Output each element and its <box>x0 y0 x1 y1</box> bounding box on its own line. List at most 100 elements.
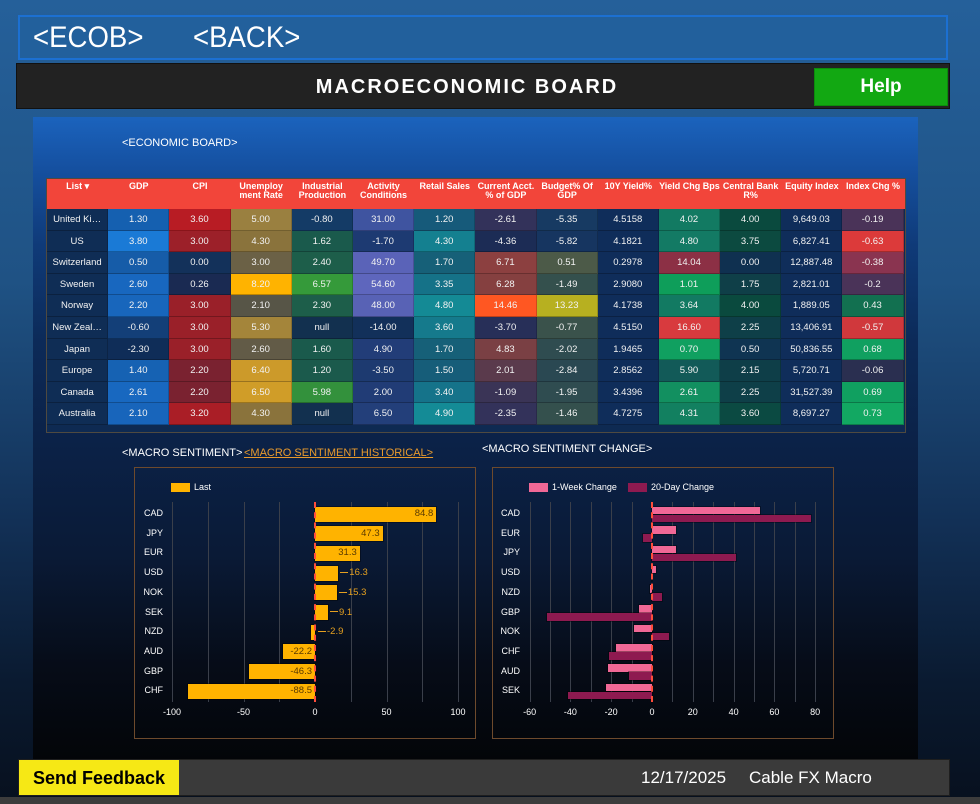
value-cell: 14.04 <box>658 252 721 274</box>
column-header: Activity Conditions <box>360 181 408 200</box>
value-cell: 4.00 <box>720 209 782 231</box>
help-button[interactable]: Help <box>814 68 948 106</box>
value-cell: 2.30 <box>291 295 353 317</box>
value-cell: 4.90 <box>352 338 415 361</box>
value-cell: -0.80 <box>291 209 353 231</box>
value-cell: 1.40 <box>108 360 170 382</box>
value-cell: 0.43 <box>842 295 904 317</box>
value-cell: 12,887.48 <box>781 252 843 274</box>
value-cell: 1.20 <box>291 360 353 382</box>
value-cell: 2.01 <box>475 360 537 382</box>
value-cell: 6.50 <box>352 403 415 425</box>
country-cell[interactable]: Australia <box>47 403 109 425</box>
value-cell: 2.9080 <box>597 273 659 296</box>
value-cell: 0.50 <box>720 338 782 361</box>
value-cell: 2.61 <box>658 381 721 404</box>
value-cell: -0.2 <box>842 273 904 296</box>
send-feedback-button[interactable]: Send Feedback <box>19 760 179 795</box>
value-cell: 6.28 <box>475 273 537 296</box>
value-cell: -0.77 <box>536 316 598 339</box>
value-cell: -1.09 <box>475 381 537 404</box>
value-cell: 0.26 <box>169 273 231 296</box>
value-cell: 9,649.03 <box>781 209 843 231</box>
value-cell: 2.25 <box>720 381 782 404</box>
value-cell: 4.00 <box>720 295 782 317</box>
value-cell: 1.60 <box>291 338 353 361</box>
value-cell: -0.57 <box>842 316 904 339</box>
value-cell: 2.10 <box>230 295 292 317</box>
value-cell: 1.9465 <box>597 338 659 361</box>
value-cell: 3.60 <box>169 209 231 231</box>
country-cell[interactable]: United Ki… <box>47 209 109 231</box>
value-cell: 1,889.05 <box>781 295 843 317</box>
value-cell: 0.2978 <box>597 252 659 274</box>
value-cell: -0.63 <box>842 230 904 253</box>
column-header: Index Chg % <box>846 181 901 191</box>
value-cell: null <box>291 403 353 425</box>
country-cell[interactable]: New Zeal… <box>47 316 109 339</box>
bottom-strip <box>0 797 980 804</box>
column-header: Central Bank R% <box>722 181 779 200</box>
value-cell: 6.40 <box>230 360 292 382</box>
value-cell: 0.73 <box>842 403 904 425</box>
value-cell: 2.8562 <box>597 360 659 382</box>
value-cell: 13,406.91 <box>781 316 843 339</box>
value-cell: -0.06 <box>842 360 904 382</box>
column-header: Yield Chg Bps <box>659 181 720 191</box>
value-cell: 4.30 <box>414 230 476 253</box>
macro-sentiment-change-chart <box>492 467 834 739</box>
value-cell: -2.35 <box>475 403 537 425</box>
value-cell: -5.35 <box>536 209 598 231</box>
value-cell: -1.49 <box>536 273 598 296</box>
value-cell: 13.23 <box>536 295 598 317</box>
value-cell: 2.61 <box>108 381 170 404</box>
value-cell: 31,527.39 <box>781 381 843 404</box>
value-cell: 4.80 <box>414 295 476 317</box>
value-cell: 3.40 <box>414 381 476 404</box>
table-row: Norway 2.20 3.00 2.10 2.30 48.00 4.80 14.46 13.2… <box>47 295 905 317</box>
footer-date: 12/17/2025 <box>641 768 727 787</box>
value-cell: null <box>291 316 353 339</box>
value-cell: -4.36 <box>475 230 537 253</box>
country-cell[interactable]: Canada <box>47 381 109 404</box>
value-cell: 0.70 <box>658 338 721 361</box>
value-cell: 4.83 <box>475 338 537 361</box>
value-cell: 5.98 <box>291 381 353 404</box>
column-header-list-sort[interactable]: List ▾ <box>66 181 90 191</box>
value-cell: 3.20 <box>169 403 231 425</box>
value-cell: 1.75 <box>720 273 782 296</box>
value-cell: 1.70 <box>414 338 476 361</box>
value-cell: 3.35 <box>414 273 476 296</box>
column-header: Current Acct. % of GDP <box>477 181 535 200</box>
country-cell[interactable]: Norway <box>47 295 109 317</box>
macro-sentiment-historical-link[interactable]: <MACRO SENTIMENT HISTORICAL> <box>244 447 434 459</box>
value-cell: 0.68 <box>842 338 904 361</box>
value-cell: 5.90 <box>658 360 721 382</box>
table-row: New Zeal… -0.60 3.00 5.30 null -14.00 3.60 -3.7… <box>47 316 905 339</box>
country-cell[interactable]: Sweden <box>47 273 109 296</box>
value-cell: 2.20 <box>169 381 231 404</box>
country-cell[interactable]: Europe <box>47 360 109 382</box>
table-row: Canada 2.61 2.20 6.50 5.98 2.00 3.40 -1.09 -1.95… <box>47 381 905 404</box>
country-cell[interactable]: US <box>47 230 109 253</box>
country-cell[interactable]: Switzerland <box>47 252 109 274</box>
table-row: Switzerland 0.50 0.00 3.00 2.40 49.70 1.70 6.71… <box>47 252 905 274</box>
value-cell: 4.30 <box>230 403 292 425</box>
value-cell: 16.60 <box>658 316 721 339</box>
value-cell: 4.1821 <box>597 230 659 253</box>
table-row: Sweden 2.60 0.26 8.20 6.57 54.60 3.35 6.28 -1.49… <box>47 273 905 296</box>
ecob-link[interactable]: <ECOB> <box>33 21 144 54</box>
page-title: MACROECONOMIC BOARD <box>315 76 619 98</box>
value-cell: 14.46 <box>475 295 537 317</box>
back-link[interactable]: <BACK> <box>193 21 301 54</box>
value-cell: -2.61 <box>475 209 537 231</box>
value-cell: -3.70 <box>475 316 537 339</box>
value-cell: 2.00 <box>352 381 415 404</box>
country-cell[interactable]: Japan <box>47 338 109 361</box>
value-cell: -1.46 <box>536 403 598 425</box>
value-cell: -0.38 <box>842 252 904 274</box>
value-cell: -2.30 <box>108 338 170 361</box>
value-cell: 0.50 <box>108 252 170 274</box>
value-cell: 2.20 <box>169 360 231 382</box>
value-cell: 2.25 <box>720 316 782 339</box>
